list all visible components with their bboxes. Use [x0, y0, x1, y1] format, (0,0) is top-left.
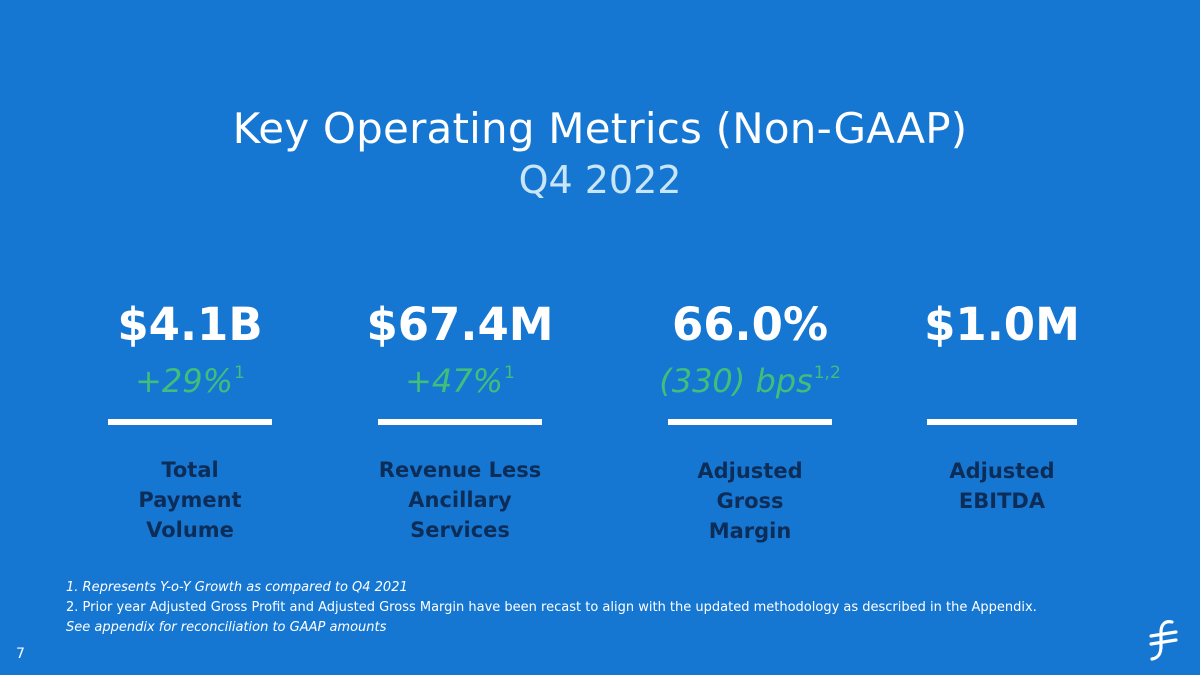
metric-label: Adjusted EBITDA [892, 456, 1112, 516]
label-line: Adjusted [697, 459, 803, 483]
metric-total-payment-volume: $4.1B +29%1 Total Payment Volume [70, 302, 310, 545]
metric-divider [927, 419, 1077, 425]
footnote-2: 2. Prior year Adjusted Gross Profit and … [66, 600, 1037, 615]
growth-footnote-ref: 1 [504, 363, 515, 383]
footnotes: 1. Represents Y-o-Y Growth as compared t… [66, 578, 1166, 638]
label-line: Total [161, 458, 219, 482]
page-number: 7 [16, 646, 25, 662]
footnote-1: 1. Represents Y-o-Y Growth as compared t… [66, 580, 408, 595]
label-line: Revenue Less [378, 458, 542, 482]
metric-adjusted-gross-margin: 66.0% (330) bps1,2 Adjusted Gross Margin [620, 302, 880, 546]
metric-growth: (330) bps1,2 [620, 365, 880, 399]
growth-text: (330) bps [659, 362, 813, 400]
label-line: Services [410, 518, 510, 542]
metric-divider [108, 419, 272, 425]
flywire-f-logo-icon [1149, 620, 1178, 661]
growth-text: +47% [405, 362, 504, 400]
label-line: Margin [708, 519, 792, 543]
label-line: EBITDA [958, 489, 1046, 513]
label-line: Volume [146, 518, 234, 542]
metric-adjusted-ebitda: $1.0M Adjusted EBITDA [892, 302, 1112, 516]
metric-value: 66.0% [671, 298, 829, 351]
label-line: Payment [138, 488, 242, 512]
slide-title: Key Operating Metrics (Non-GAAP) [232, 104, 968, 153]
growth-text: +29% [135, 362, 234, 400]
metric-revenue-less-ancillary: $67.4M +47%1 Revenue Less Ancillary Serv… [340, 302, 580, 545]
metric-growth: +29%1 [70, 365, 310, 399]
growth-footnote-ref: 1 [234, 363, 245, 383]
metric-label: Adjusted Gross Margin [620, 456, 880, 546]
metric-value: $67.4M [366, 298, 554, 351]
metric-value: $1.0M [924, 298, 1080, 351]
metric-growth [892, 365, 1112, 399]
footnote-appendix: See appendix for reconciliation to GAAP … [66, 620, 387, 635]
metric-divider [378, 419, 542, 425]
growth-footnote-ref: 1,2 [813, 363, 841, 383]
label-line: Ancillary [408, 488, 512, 512]
metric-label: Total Payment Volume [70, 455, 310, 545]
slide-subtitle: Q4 2022 [518, 158, 682, 202]
metric-growth: +47%1 [340, 365, 580, 399]
metric-value: $4.1B [117, 298, 263, 351]
label-line: Adjusted [949, 459, 1055, 483]
label-line: Gross [716, 489, 784, 513]
metric-label: Revenue Less Ancillary Services [340, 455, 580, 545]
metric-divider [668, 419, 832, 425]
